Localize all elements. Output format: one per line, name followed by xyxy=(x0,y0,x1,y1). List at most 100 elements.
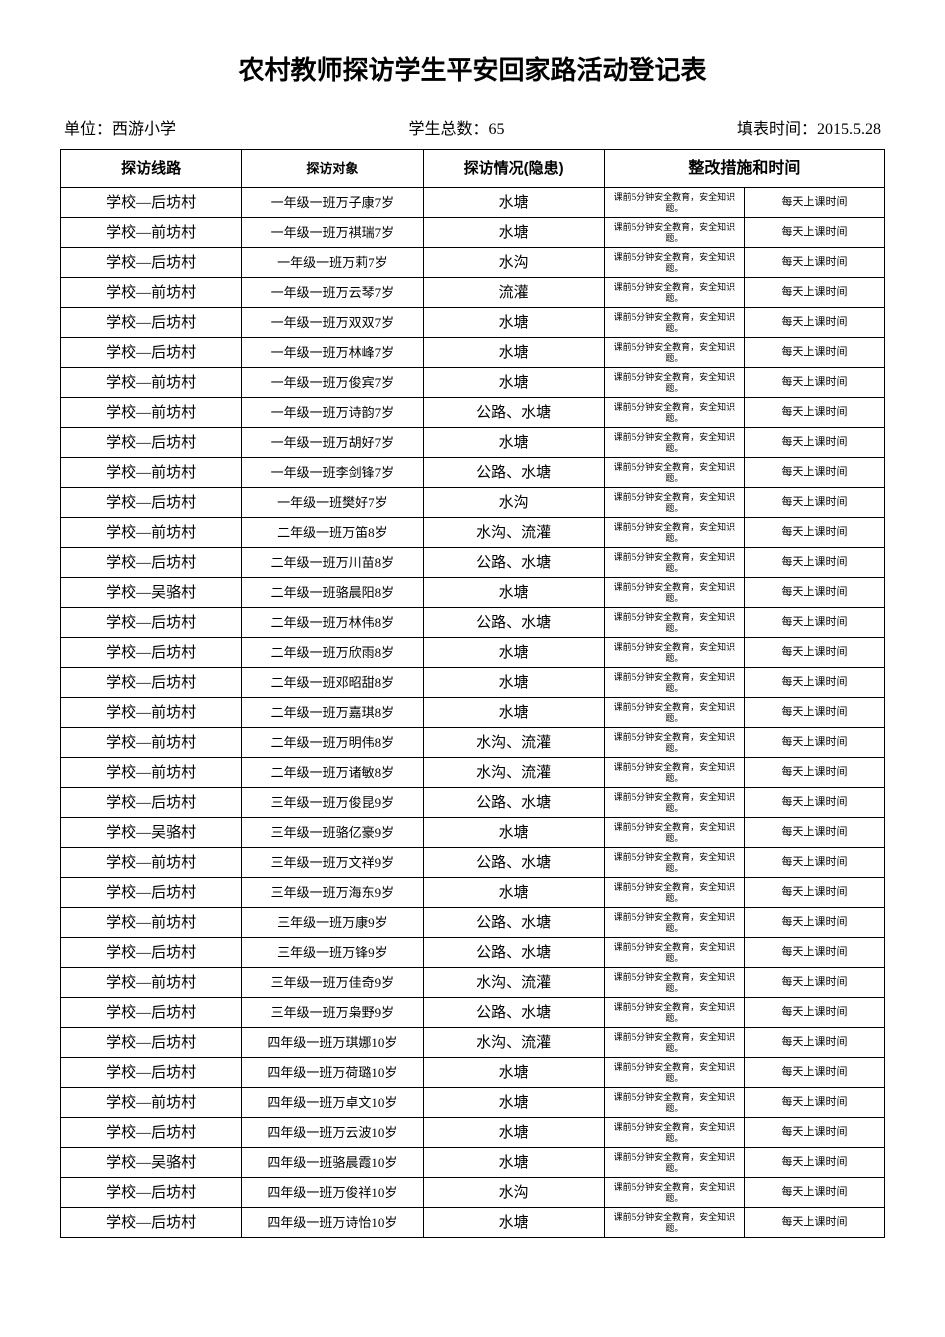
cell-route: 学校—前坊村 xyxy=(61,968,242,998)
cell-action: 课前5分钟安全教育，安全知识题。每天上课时间 xyxy=(604,548,884,578)
cell-route: 学校—后坊村 xyxy=(61,248,242,278)
table-row: 学校—后坊村四年级一班万俊祥10岁水沟课前5分钟安全教育，安全知识题。每天上课时… xyxy=(61,1178,885,1208)
cell-hazard: 公路、水塘 xyxy=(423,398,604,428)
table-row: 学校—前坊村一年级一班万云琴7岁流灌课前5分钟安全教育，安全知识题。每天上课时间 xyxy=(61,278,885,308)
meta-date: 填表时间：2015.5.28 xyxy=(737,115,881,139)
cell-hazard: 公路、水塘 xyxy=(423,458,604,488)
action-measure: 课前5分钟安全教育，安全知识题。 xyxy=(605,578,745,607)
action-measure: 课前5分钟安全教育，安全知识题。 xyxy=(605,908,745,937)
cell-route: 学校—吴骆村 xyxy=(61,578,242,608)
cell-hazard: 水塘 xyxy=(423,638,604,668)
action-time: 每天上课时间 xyxy=(745,1148,884,1177)
cell-hazard: 水塘 xyxy=(423,878,604,908)
cell-hazard: 水塘 xyxy=(423,1208,604,1238)
table-row: 学校—前坊村三年级一班万文祥9岁公路、水塘课前5分钟安全教育，安全知识题。每天上… xyxy=(61,848,885,878)
action-measure: 课前5分钟安全教育，安全知识题。 xyxy=(605,878,745,907)
cell-hazard: 公路、水塘 xyxy=(423,938,604,968)
action-measure: 课前5分钟安全教育，安全知识题。 xyxy=(605,668,745,697)
cell-action: 课前5分钟安全教育，安全知识题。每天上课时间 xyxy=(604,938,884,968)
page-title: 农村教师探访学生平安回家路活动登记表 xyxy=(60,50,885,87)
table-body: 学校—后坊村一年级一班万子康7岁水塘课前5分钟安全教育，安全知识题。每天上课时间… xyxy=(61,188,885,1238)
cell-hazard: 公路、水塘 xyxy=(423,998,604,1028)
cell-route: 学校—前坊村 xyxy=(61,398,242,428)
cell-route: 学校—前坊村 xyxy=(61,368,242,398)
cell-hazard: 水塘 xyxy=(423,338,604,368)
cell-subject: 二年级一班万笛8岁 xyxy=(242,518,423,548)
table-row: 学校—后坊村三年级一班万锋9岁公路、水塘课前5分钟安全教育，安全知识题。每天上课… xyxy=(61,938,885,968)
cell-hazard: 水塘 xyxy=(423,698,604,728)
cell-subject: 四年级一班万俊祥10岁 xyxy=(242,1178,423,1208)
action-measure: 课前5分钟安全教育，安全知识题。 xyxy=(605,758,745,787)
action-measure: 课前5分钟安全教育，安全知识题。 xyxy=(605,1208,745,1237)
cell-action: 课前5分钟安全教育，安全知识题。每天上课时间 xyxy=(604,398,884,428)
cell-action: 课前5分钟安全教育，安全知识题。每天上课时间 xyxy=(604,458,884,488)
cell-subject: 二年级一班邓昭甜8岁 xyxy=(242,668,423,698)
cell-route: 学校—后坊村 xyxy=(61,488,242,518)
action-time: 每天上课时间 xyxy=(745,698,884,727)
cell-subject: 一年级一班万林峰7岁 xyxy=(242,338,423,368)
action-measure: 课前5分钟安全教育，安全知识题。 xyxy=(605,1118,745,1147)
action-measure: 课前5分钟安全教育，安全知识题。 xyxy=(605,1058,745,1087)
action-time: 每天上课时间 xyxy=(745,278,884,307)
cell-hazard: 公路、水塘 xyxy=(423,908,604,938)
action-time: 每天上课时间 xyxy=(745,368,884,397)
cell-subject: 一年级一班万诗韵7岁 xyxy=(242,398,423,428)
cell-hazard: 公路、水塘 xyxy=(423,608,604,638)
cell-action: 课前5分钟安全教育，安全知识题。每天上课时间 xyxy=(604,1208,884,1238)
cell-hazard: 水塘 xyxy=(423,428,604,458)
action-time: 每天上课时间 xyxy=(745,668,884,697)
action-measure: 课前5分钟安全教育，安全知识题。 xyxy=(605,638,745,667)
table-row: 学校—前坊村二年级一班万明伟8岁水沟、流灌课前5分钟安全教育，安全知识题。每天上… xyxy=(61,728,885,758)
cell-route: 学校—后坊村 xyxy=(61,638,242,668)
cell-subject: 四年级一班万琪娜10岁 xyxy=(242,1028,423,1058)
cell-action: 课前5分钟安全教育，安全知识题。每天上课时间 xyxy=(604,1058,884,1088)
cell-action: 课前5分钟安全教育，安全知识题。每天上课时间 xyxy=(604,308,884,338)
cell-subject: 一年级一班万胡好7岁 xyxy=(242,428,423,458)
action-time: 每天上课时间 xyxy=(745,758,884,787)
action-time: 每天上课时间 xyxy=(745,218,884,247)
action-measure: 课前5分钟安全教育，安全知识题。 xyxy=(605,1178,745,1207)
action-time: 每天上课时间 xyxy=(745,308,884,337)
cell-hazard: 水塘 xyxy=(423,308,604,338)
action-time: 每天上课时间 xyxy=(745,968,884,997)
cell-action: 课前5分钟安全教育，安全知识题。每天上课时间 xyxy=(604,428,884,458)
cell-hazard: 水沟、流灌 xyxy=(423,758,604,788)
table-row: 学校—后坊村四年级一班万荷璐10岁水塘课前5分钟安全教育，安全知识题。每天上课时… xyxy=(61,1058,885,1088)
cell-hazard: 公路、水塘 xyxy=(423,788,604,818)
action-measure: 课前5分钟安全教育，安全知识题。 xyxy=(605,818,745,847)
action-measure: 课前5分钟安全教育，安全知识题。 xyxy=(605,248,745,277)
cell-route: 学校—前坊村 xyxy=(61,728,242,758)
cell-route: 学校—前坊村 xyxy=(61,278,242,308)
action-measure: 课前5分钟安全教育，安全知识题。 xyxy=(605,188,745,217)
action-time: 每天上课时间 xyxy=(745,518,884,547)
cell-subject: 三年级一班骆亿豪9岁 xyxy=(242,818,423,848)
table-row: 学校—后坊村二年级一班邓昭甜8岁水塘课前5分钟安全教育，安全知识题。每天上课时间 xyxy=(61,668,885,698)
action-time: 每天上课时间 xyxy=(745,848,884,877)
cell-subject: 四年级一班万卓文10岁 xyxy=(242,1088,423,1118)
action-measure: 课前5分钟安全教育，安全知识题。 xyxy=(605,698,745,727)
meta-total-label: 学生总数： xyxy=(409,121,489,138)
cell-action: 课前5分钟安全教育，安全知识题。每天上课时间 xyxy=(604,758,884,788)
action-time: 每天上课时间 xyxy=(745,1118,884,1147)
table-row: 学校—前坊村二年级一班万嘉琪8岁水塘课前5分钟安全教育，安全知识题。每天上课时间 xyxy=(61,698,885,728)
action-time: 每天上课时间 xyxy=(745,878,884,907)
cell-hazard: 公路、水塘 xyxy=(423,548,604,578)
cell-action: 课前5分钟安全教育，安全知识题。每天上课时间 xyxy=(604,878,884,908)
cell-subject: 二年级一班万明伟8岁 xyxy=(242,728,423,758)
action-measure: 课前5分钟安全教育，安全知识题。 xyxy=(605,938,745,967)
action-time: 每天上课时间 xyxy=(745,548,884,577)
table-row: 学校—后坊村四年级一班万诗怡10岁水塘课前5分钟安全教育，安全知识题。每天上课时… xyxy=(61,1208,885,1238)
cell-hazard: 水沟、流灌 xyxy=(423,1028,604,1058)
table-row: 学校—后坊村三年级一班万枭野9岁公路、水塘课前5分钟安全教育，安全知识题。每天上… xyxy=(61,998,885,1028)
table-row: 学校—前坊村二年级一班万诸敏8岁水沟、流灌课前5分钟安全教育，安全知识题。每天上… xyxy=(61,758,885,788)
action-time: 每天上课时间 xyxy=(745,338,884,367)
cell-subject: 一年级一班万子康7岁 xyxy=(242,188,423,218)
cell-hazard: 水塘 xyxy=(423,1118,604,1148)
cell-action: 课前5分钟安全教育，安全知识题。每天上课时间 xyxy=(604,578,884,608)
meta-date-value: 2015.5.28 xyxy=(817,121,881,138)
cell-action: 课前5分钟安全教育，安全知识题。每天上课时间 xyxy=(604,788,884,818)
cell-action: 课前5分钟安全教育，安全知识题。每天上课时间 xyxy=(604,698,884,728)
cell-hazard: 水塘 xyxy=(423,1058,604,1088)
cell-hazard: 水塘 xyxy=(423,818,604,848)
cell-action: 课前5分钟安全教育，安全知识题。每天上课时间 xyxy=(604,248,884,278)
